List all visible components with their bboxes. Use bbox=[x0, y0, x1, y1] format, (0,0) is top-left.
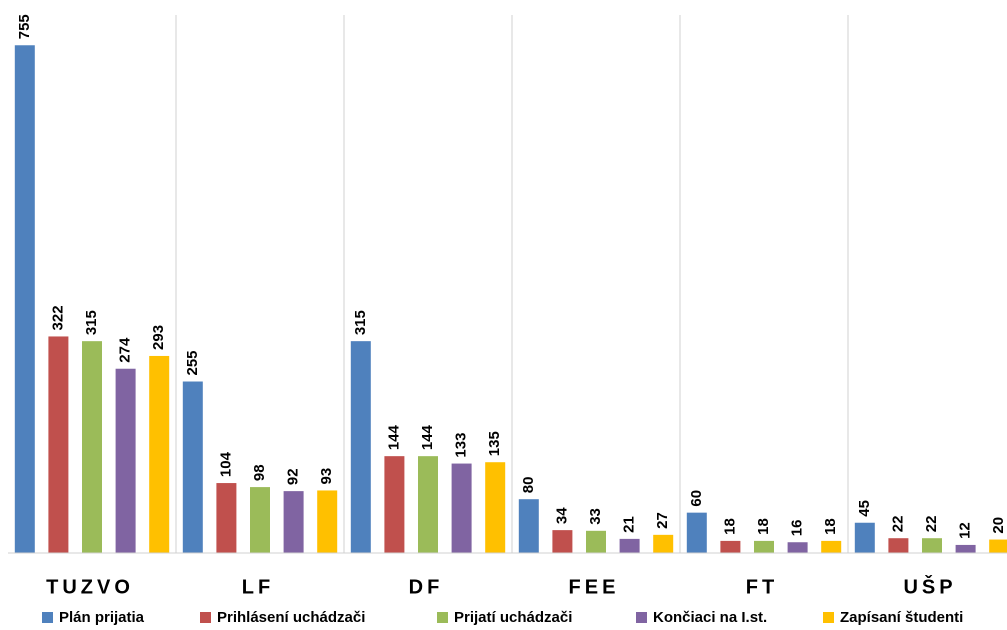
legend-label: Plán prijatia bbox=[59, 609, 145, 626]
bar bbox=[418, 456, 438, 553]
x-tick-label: DF bbox=[409, 576, 444, 598]
value-label: 93 bbox=[318, 468, 335, 485]
bar bbox=[518, 499, 539, 553]
value-label: 34 bbox=[553, 507, 570, 524]
bar bbox=[250, 487, 270, 553]
value-label: 144 bbox=[419, 424, 436, 450]
bar bbox=[922, 538, 942, 553]
value-label: 33 bbox=[587, 508, 604, 525]
value-label: 315 bbox=[83, 310, 100, 335]
bar bbox=[82, 341, 102, 553]
value-label: 27 bbox=[654, 512, 671, 529]
x-tick-label: FT bbox=[746, 576, 778, 598]
legend-label: Končiaci na I.st. bbox=[653, 609, 767, 626]
legend-label: Prijatí uchádzači bbox=[454, 609, 572, 626]
value-label: 60 bbox=[688, 490, 705, 507]
value-label: 322 bbox=[49, 305, 66, 330]
bar bbox=[955, 544, 976, 553]
bar bbox=[384, 456, 405, 553]
bar bbox=[653, 534, 674, 553]
x-tick-label: FEE bbox=[569, 576, 620, 598]
value-label: 22 bbox=[923, 516, 940, 533]
legend-swatch bbox=[42, 612, 53, 623]
legend-label: Prihlásení uchádzači bbox=[217, 609, 365, 626]
bar bbox=[283, 491, 304, 553]
legend-swatch bbox=[636, 612, 647, 623]
value-label: 274 bbox=[117, 337, 134, 363]
value-label: 92 bbox=[285, 468, 302, 485]
value-label: 133 bbox=[453, 433, 470, 458]
value-label: 45 bbox=[856, 500, 873, 517]
bar bbox=[14, 45, 35, 553]
value-label: 255 bbox=[184, 350, 201, 375]
x-tick-label: UŠP bbox=[903, 574, 956, 598]
bar bbox=[821, 540, 842, 553]
value-label: 135 bbox=[486, 431, 503, 456]
x-tick-label: TUZVO bbox=[46, 576, 134, 598]
value-label: 21 bbox=[621, 516, 638, 533]
bar bbox=[48, 336, 69, 553]
bar bbox=[720, 540, 741, 553]
bar bbox=[451, 463, 472, 553]
bar bbox=[485, 462, 506, 553]
bar bbox=[989, 539, 1007, 553]
value-label: 18 bbox=[755, 518, 772, 535]
bar bbox=[216, 483, 237, 553]
bar bbox=[787, 542, 808, 553]
value-label: 20 bbox=[990, 517, 1007, 534]
bar bbox=[686, 512, 707, 553]
value-label: 18 bbox=[721, 518, 738, 535]
value-label: 144 bbox=[385, 424, 402, 450]
value-label: 80 bbox=[520, 477, 537, 494]
bar bbox=[115, 368, 136, 553]
bar bbox=[888, 538, 909, 553]
bar bbox=[149, 355, 170, 553]
bar bbox=[552, 530, 573, 553]
value-label: 755 bbox=[16, 14, 33, 39]
x-tick-label: LF bbox=[242, 576, 274, 598]
legend-swatch bbox=[823, 612, 834, 623]
bar bbox=[350, 341, 371, 553]
legend-swatch bbox=[200, 612, 211, 623]
bar bbox=[317, 490, 338, 553]
bar bbox=[182, 381, 203, 553]
bar bbox=[754, 540, 774, 553]
value-label: 12 bbox=[957, 522, 974, 539]
value-label: 18 bbox=[822, 518, 839, 535]
value-label: 16 bbox=[789, 520, 806, 537]
value-label: 293 bbox=[150, 325, 167, 350]
value-label: 104 bbox=[217, 451, 234, 477]
legend-label: Zapísaní študenti bbox=[840, 609, 963, 626]
bar bbox=[586, 530, 606, 553]
bar bbox=[619, 538, 640, 553]
value-label: 22 bbox=[889, 516, 906, 533]
bar bbox=[854, 522, 875, 553]
value-label: 98 bbox=[251, 464, 268, 481]
legend-swatch bbox=[437, 612, 448, 623]
value-label: 315 bbox=[352, 310, 369, 335]
